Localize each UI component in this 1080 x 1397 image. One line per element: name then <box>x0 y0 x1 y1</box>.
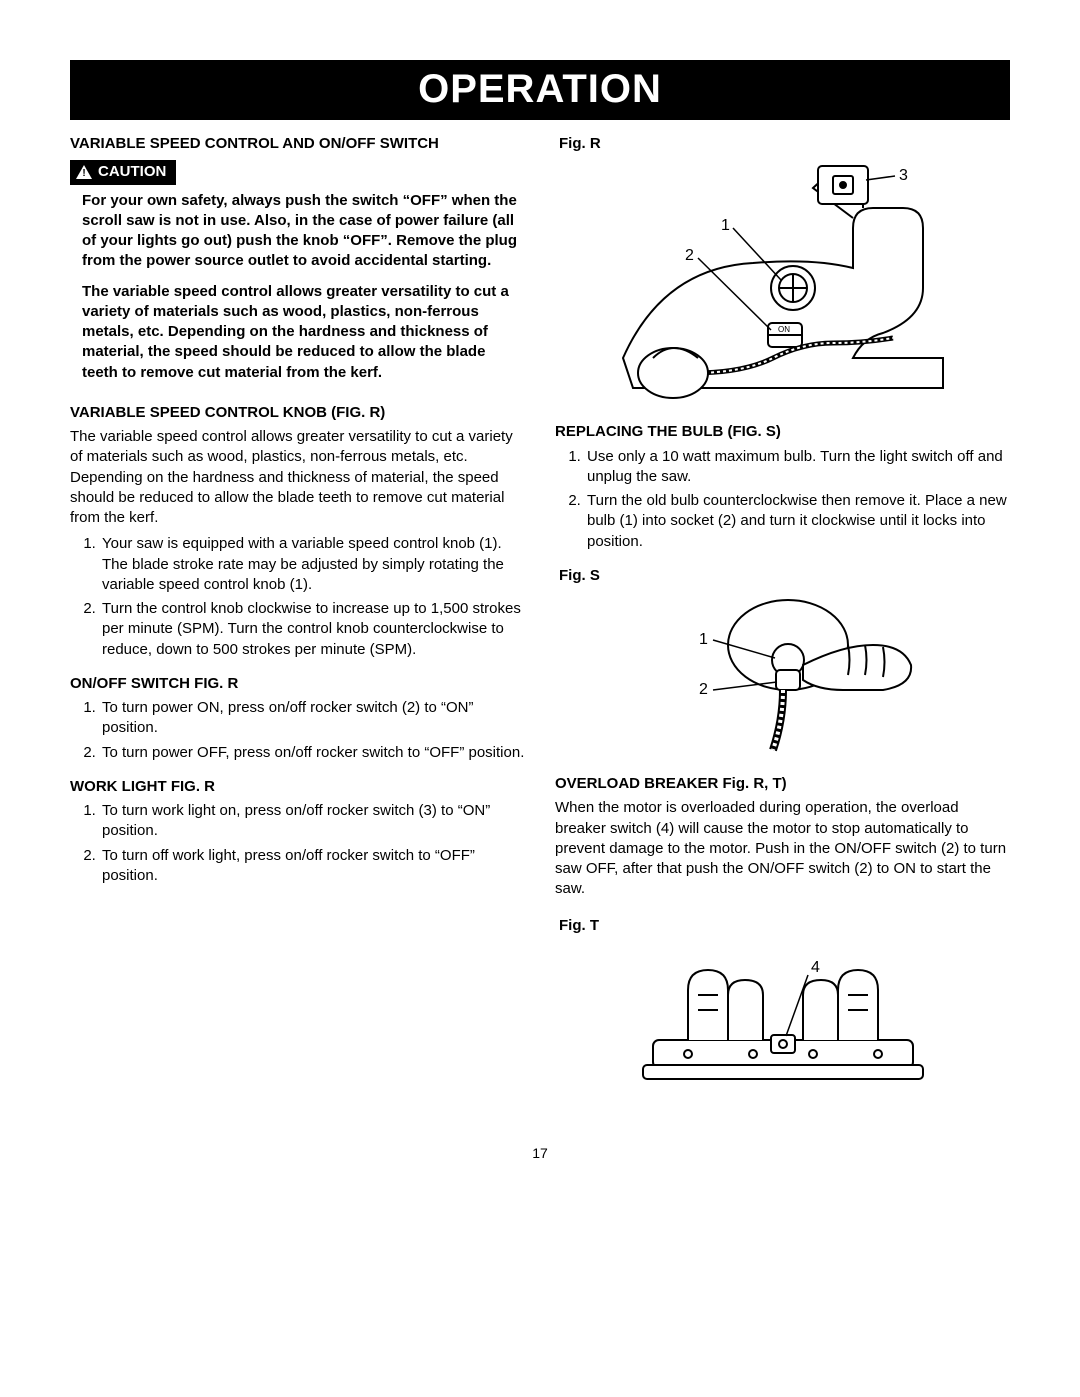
speed-knob-list: Your saw is equipped with a variable spe… <box>70 534 525 660</box>
fig-t-callout-4: 4 <box>811 959 820 976</box>
fig-s-illustration: 1 2 <box>643 590 923 760</box>
list-item: Turn the control knob clockwise to incre… <box>100 599 525 660</box>
page-header-title: OPERATION <box>418 67 662 111</box>
caution-badge: CAUTION <box>70 160 176 184</box>
list-item: To turn power OFF, press on/off rocker s… <box>100 743 525 763</box>
fig-r-wrap: 1 2 3 ON <box>555 158 1010 408</box>
heading-work-light: WORK LIGHT FIG. R <box>70 777 525 797</box>
list-item: Your saw is equipped with a variable spe… <box>100 534 525 595</box>
onoff-list: To turn power ON, press on/off rocker sw… <box>70 698 525 763</box>
fig-s-wrap: 1 2 <box>555 590 1010 760</box>
fig-s-callout-1: 1 <box>699 631 708 648</box>
warning-triangle-icon <box>76 165 92 179</box>
list-item: Turn the old bulb counterclockwise then … <box>585 491 1010 552</box>
heading-speed-knob: VARIABLE SPEED CONTROL KNOB (FIG. R) <box>70 403 525 423</box>
overload-body: When the motor is overloaded during oper… <box>555 798 1010 899</box>
heading-replacing-bulb: REPLACING THE BULB (FIG. S) <box>555 422 1010 442</box>
page-header-bar: OPERATION <box>70 60 1010 120</box>
list-item: To turn power ON, press on/off rocker sw… <box>100 698 525 739</box>
heading-overload-breaker: OVERLOAD BREAKER Fig. R, T) <box>555 774 1010 794</box>
content-columns: VARIABLE SPEED CONTROL AND ON/OFF SWITCH… <box>70 134 1010 1104</box>
fig-t-illustration: 4 <box>633 940 933 1090</box>
list-item: Use only a 10 watt maximum bulb. Turn th… <box>585 447 1010 488</box>
left-column: VARIABLE SPEED CONTROL AND ON/OFF SWITCH… <box>70 134 525 1104</box>
fig-r-callout-3: 3 <box>899 167 908 184</box>
fig-r-callout-2: 2 <box>685 247 694 264</box>
fig-t-wrap: 4 <box>555 940 1010 1090</box>
list-item: To turn work light on, press on/off rock… <box>100 801 525 842</box>
worklight-list: To turn work light on, press on/off rock… <box>70 801 525 886</box>
replacing-bulb-list: Use only a 10 watt maximum bulb. Turn th… <box>555 447 1010 552</box>
list-item: To turn off work light, press on/off roc… <box>100 846 525 887</box>
fig-r-callout-1: 1 <box>721 217 730 234</box>
caution-paragraph-1: For your own safety, always push the swi… <box>82 191 525 272</box>
svg-text:ON: ON <box>778 325 790 334</box>
speed-knob-intro: The variable speed control allows greate… <box>70 427 525 528</box>
caution-paragraph-2: The variable speed control allows greate… <box>82 282 525 383</box>
fig-s-label: Fig. S <box>559 566 1010 586</box>
fig-r-label: Fig. R <box>559 134 1010 154</box>
page-number: 17 <box>70 1144 1010 1163</box>
fig-s-callout-2: 2 <box>699 681 708 698</box>
right-column: Fig. R <box>555 134 1010 1104</box>
heading-onoff-switch: ON/OFF SWITCH FIG. R <box>70 674 525 694</box>
heading-variable-speed-switch: VARIABLE SPEED CONTROL AND ON/OFF SWITCH <box>70 134 525 154</box>
fig-t-label: Fig. T <box>559 916 1010 936</box>
caution-label: CAUTION <box>98 162 166 182</box>
fig-r-illustration: 1 2 3 ON <box>603 158 963 408</box>
